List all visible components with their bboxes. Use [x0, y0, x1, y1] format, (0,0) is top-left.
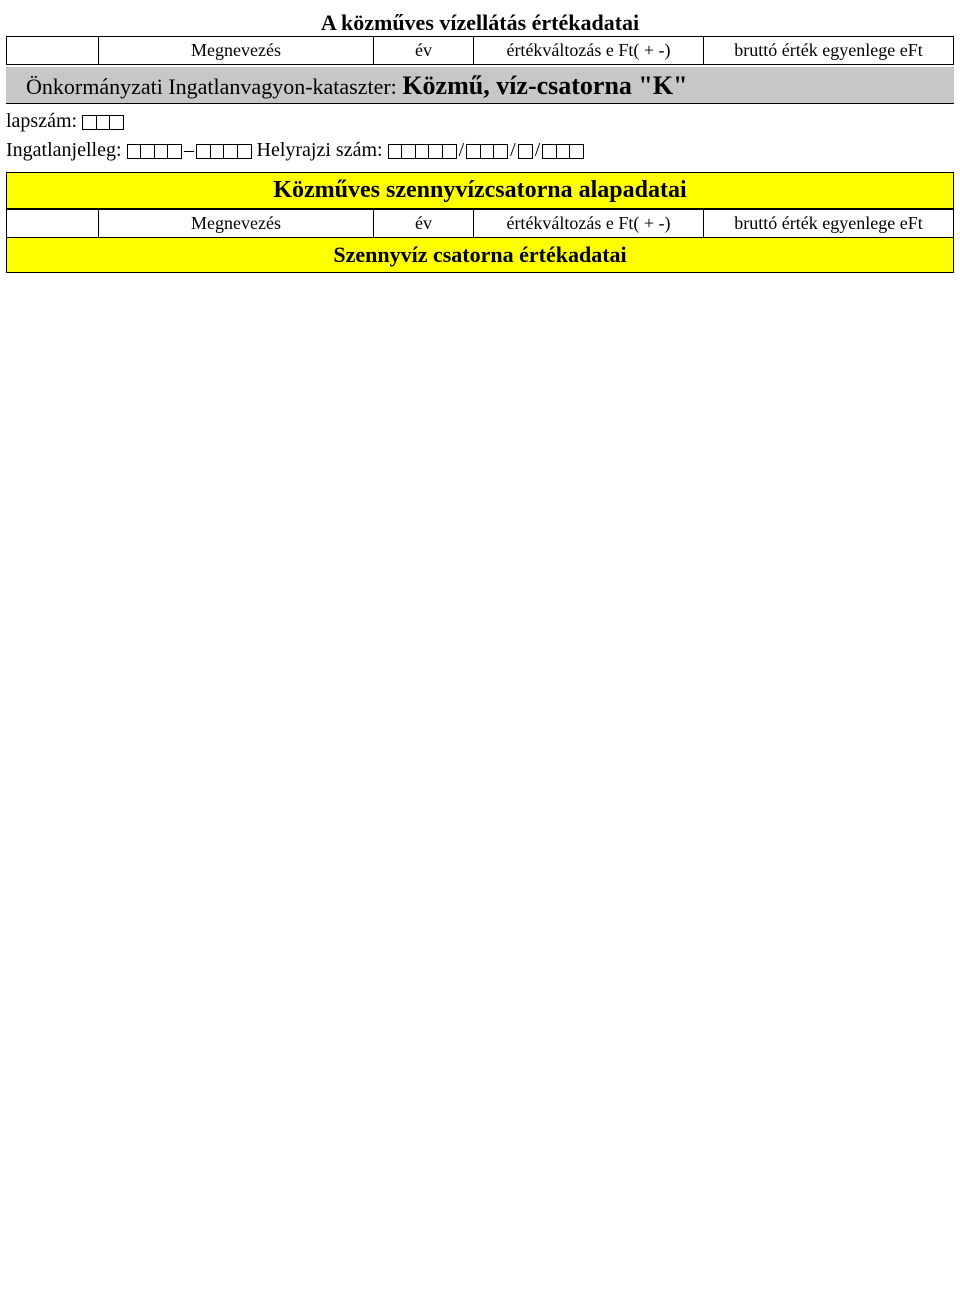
- band-right: Közmű, víz-csatorna "K": [402, 71, 687, 100]
- hrsz-3: [518, 144, 533, 159]
- val1-h-name: Megnevezés: [99, 37, 374, 65]
- ingatlanjelleg-line: Ingatlanjelleg: – Helyrajzi szám: ///: [6, 139, 954, 162]
- ingatlanjelleg-label: Ingatlanjelleg:: [6, 139, 122, 161]
- hrsz-1: [388, 144, 457, 159]
- lapszam-label: lapszám:: [6, 110, 77, 132]
- val2-h-bal: bruttó érték egyenlege eFt: [704, 210, 954, 238]
- section3-title: Közműves szennyvízcsatorna alapadatai: [7, 173, 954, 209]
- section3-table: Közműves szennyvízcsatorna alapadatai: [6, 172, 954, 209]
- val2-h-name: Megnevezés: [99, 210, 374, 238]
- value2-title: Szennyvíz csatorna értékadatai: [7, 238, 954, 273]
- val2-h-chg: értékváltozás e Ft( + -): [474, 210, 704, 238]
- ij-boxes-2: [196, 144, 252, 159]
- val2-h-year: év: [374, 210, 474, 238]
- hrsz-2: [466, 144, 508, 159]
- lapszam-boxes: [82, 115, 124, 130]
- val1-h-chg: értékváltozás e Ft( + -): [474, 37, 704, 65]
- band-left: Önkormányzati Ingatlanvagyon-kataszter:: [26, 74, 397, 99]
- section-header-band: Önkormányzati Ingatlanvagyon-kataszter: …: [6, 67, 954, 104]
- value-table-1: Megnevezés év értékváltozás e Ft( + -) b…: [6, 36, 954, 65]
- val1-h-year: év: [374, 37, 474, 65]
- value-table-2: Szennyvíz csatorna értékadatai Megnevezé…: [6, 209, 954, 273]
- helyrajzi-label: Helyrajzi szám:: [257, 139, 383, 161]
- value1-title: A közműves vízellátás értékadatai: [6, 8, 954, 36]
- ij-boxes-1: [127, 144, 183, 159]
- hrsz-4: [542, 144, 584, 159]
- val1-h-bal: bruttó érték egyenlege eFt: [704, 37, 954, 65]
- lapszam-line: lapszám:: [6, 110, 954, 133]
